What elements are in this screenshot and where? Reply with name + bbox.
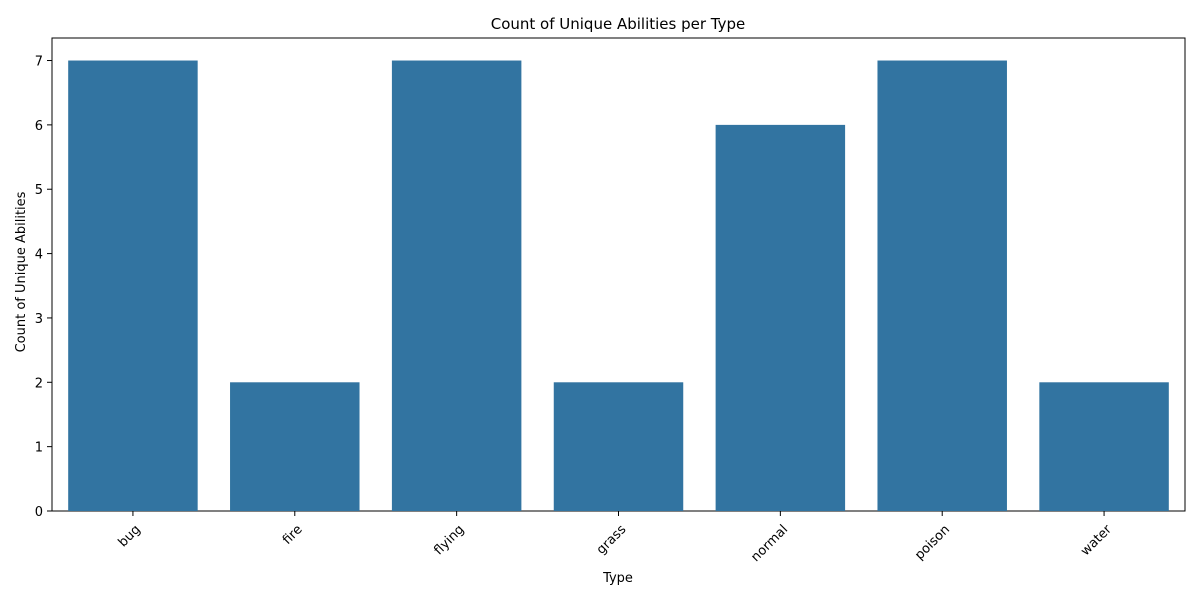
- bars: [68, 60, 1169, 512]
- y-tick-label: 6: [35, 119, 43, 134]
- x-tick-label-normal: normal: [748, 522, 791, 565]
- bar-flying: [391, 60, 522, 512]
- x-tick-label-fire: fire: [280, 522, 306, 548]
- x-axis-label: Type: [602, 571, 633, 586]
- x-tick-label-grass: grass: [594, 522, 630, 558]
- bar-fire: [230, 382, 360, 511]
- bar-grass: [553, 382, 684, 511]
- y-tick-label: 4: [35, 248, 43, 263]
- y-tick-label: 3: [35, 312, 43, 327]
- y-tick-label: 0: [35, 505, 43, 520]
- y-axis-label: Count of Unique Abilities: [14, 191, 29, 352]
- bar-poison: [877, 60, 1007, 512]
- x-axis: bug fire flying grass normal poison water: [116, 511, 1115, 565]
- y-tick-label: 7: [35, 55, 43, 70]
- chart-title: Count of Unique Abilities per Type: [491, 15, 746, 33]
- x-tick-label-flying: flying: [431, 522, 467, 558]
- bar-bug: [68, 60, 198, 512]
- x-tick-label-poison: poison: [912, 522, 953, 563]
- y-tick-label: 5: [35, 183, 43, 198]
- y-tick-label: 2: [35, 376, 43, 391]
- y-axis: 0 1 2 3 4 5 6 7: [35, 55, 52, 520]
- bar-water: [1039, 382, 1169, 511]
- x-tick-label-bug: bug: [116, 522, 144, 550]
- bar-normal: [715, 124, 846, 511]
- y-tick-label: 1: [35, 441, 43, 456]
- x-tick-label-water: water: [1078, 522, 1115, 559]
